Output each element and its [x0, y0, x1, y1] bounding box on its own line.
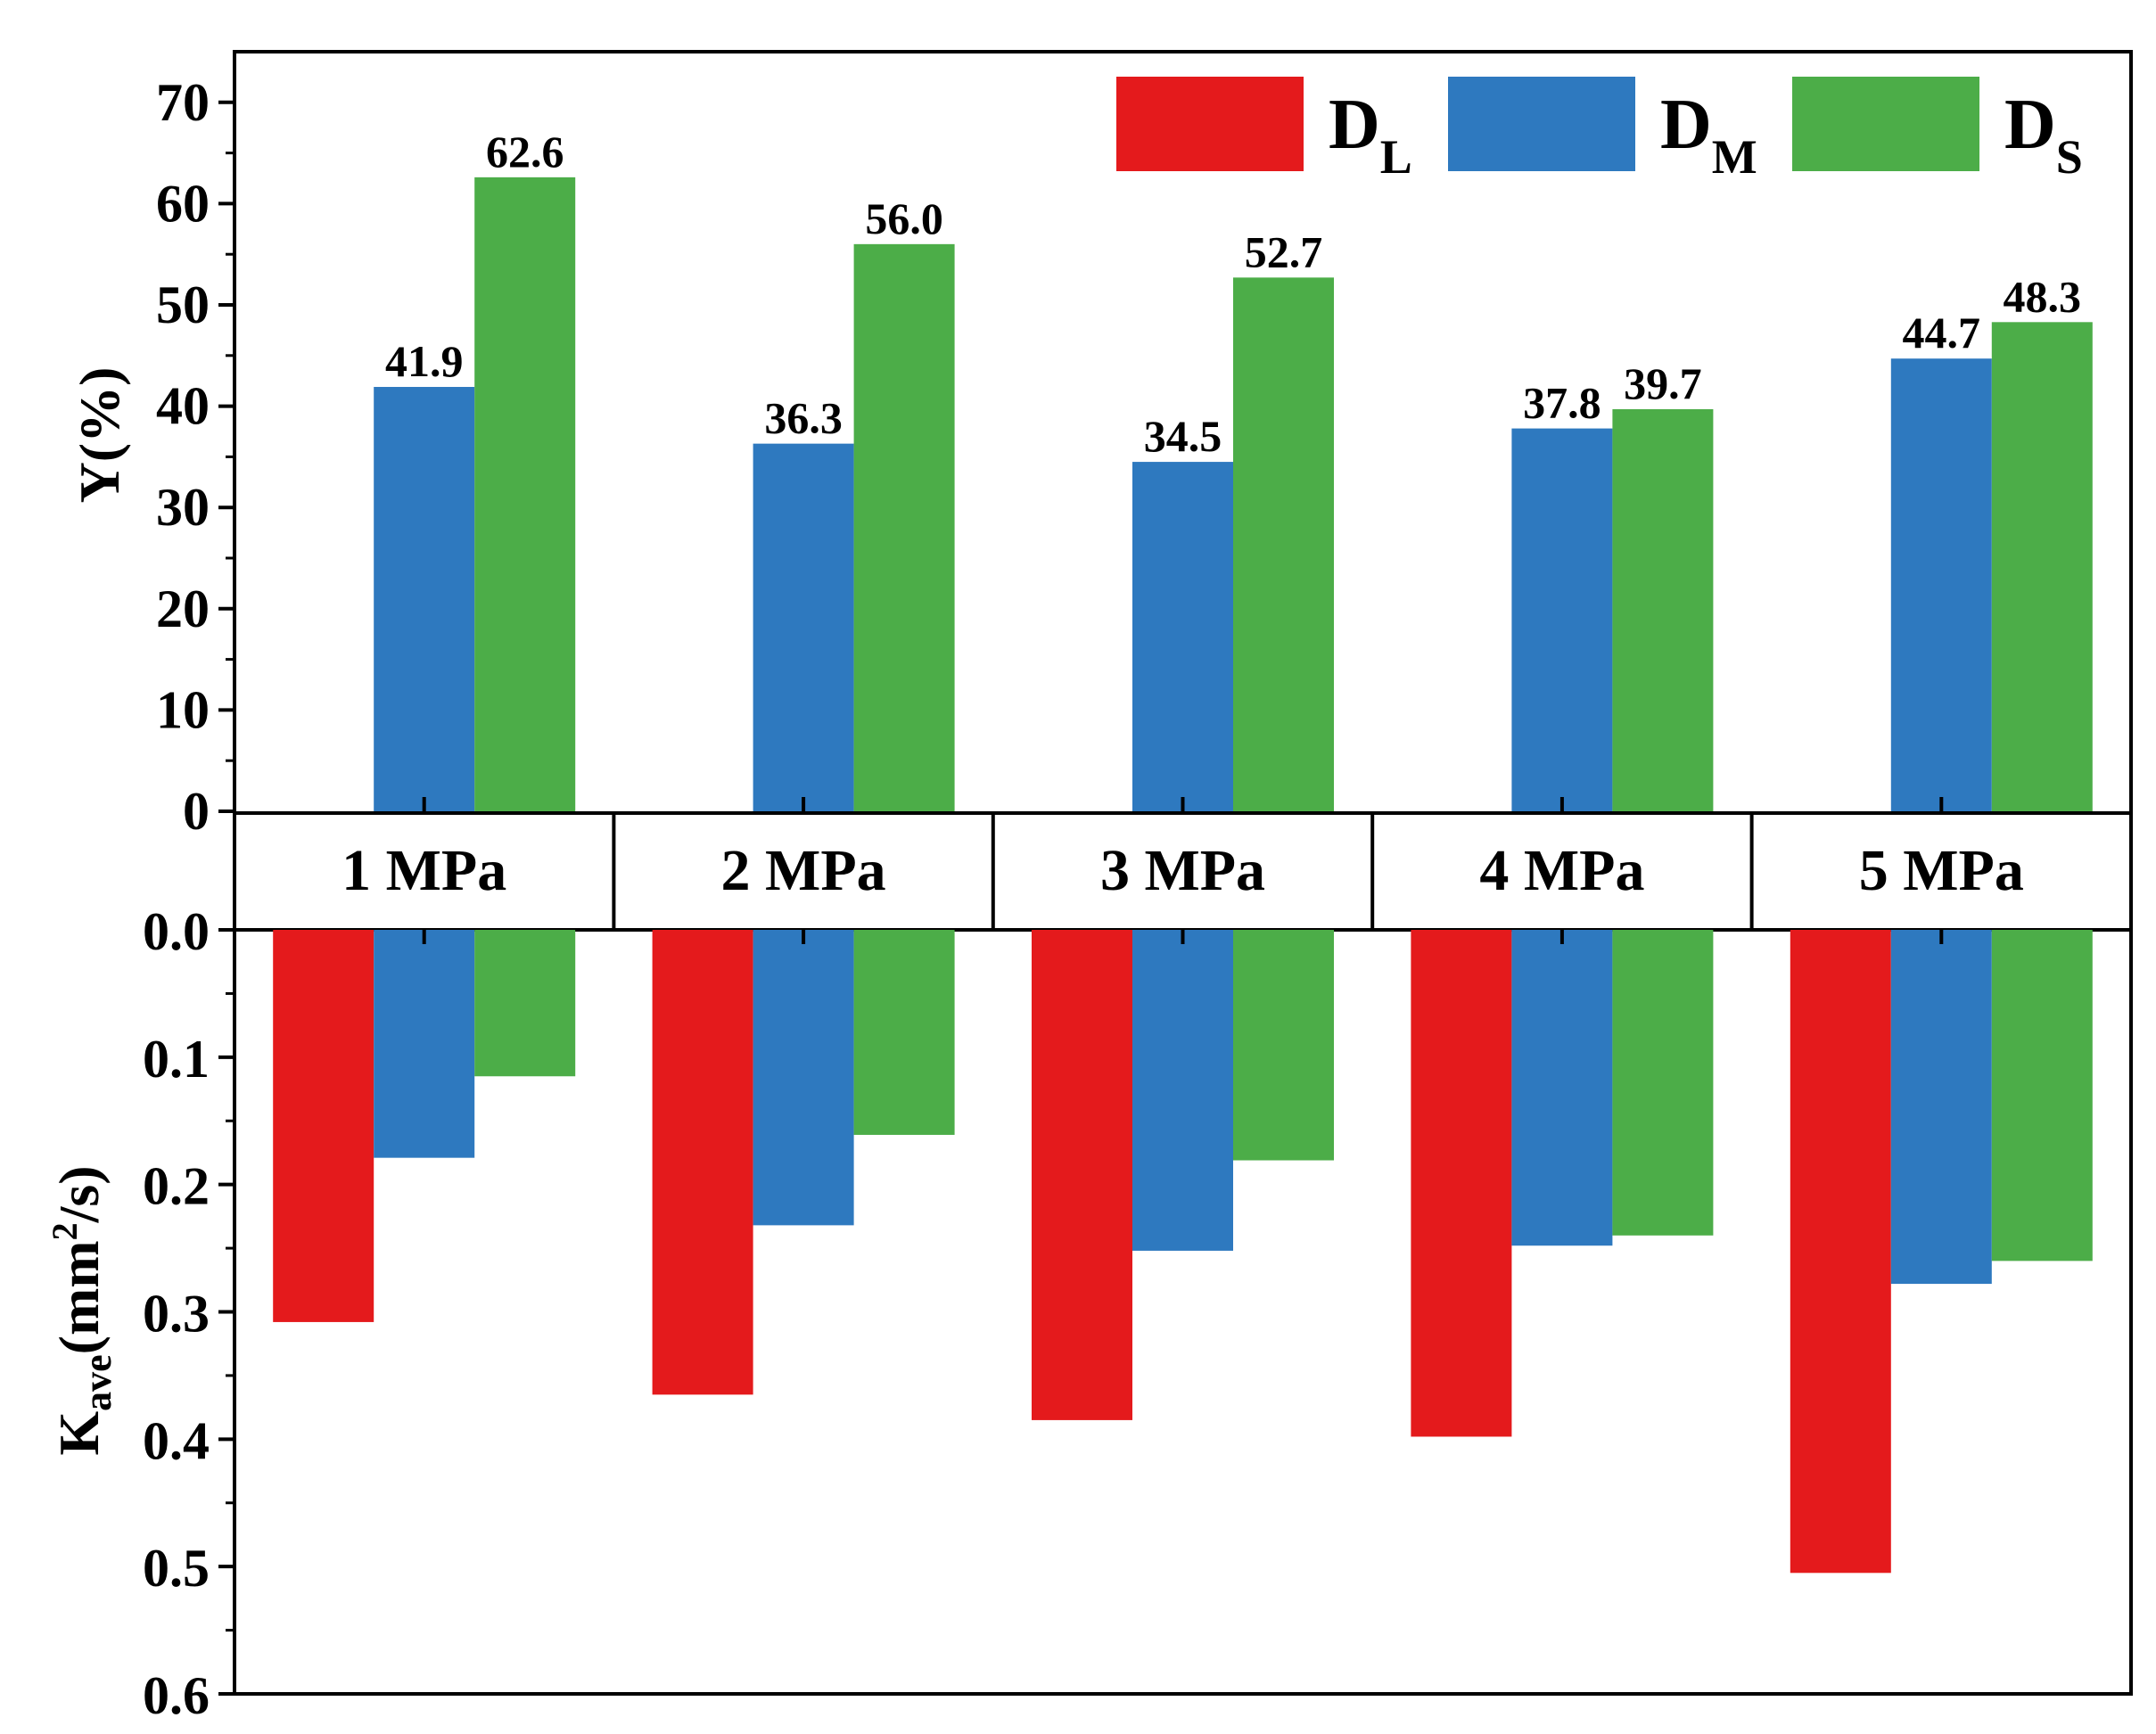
- yield-data-label-d-s-1: 62.6: [486, 127, 564, 177]
- yield-bar-d-s-3: [1233, 277, 1334, 813]
- permeability-y-tick-label-1: 0.1: [143, 1030, 210, 1089]
- legend-label-d-s: DS: [2004, 86, 2083, 184]
- permeability-x-axis-ticks: [422, 930, 1944, 944]
- permeability-bar-d-l-3: [1032, 930, 1132, 1420]
- legend-label-d-l: DL: [1329, 86, 1412, 184]
- yield-data-label-d-m-5: 44.7: [1903, 308, 1981, 357]
- yield-data-label-d-m-3: 34.5: [1144, 411, 1222, 461]
- yield-panel: 41.9 36.3 34.5 37.8 44.7 62.6 56.0 52.7 39.7 48.3…: [68, 50, 2133, 841]
- permeability-y-tick-label-3: 0.3: [143, 1285, 210, 1344]
- yield-bar-d-s-4: [1612, 409, 1714, 813]
- yield-bar-d-s-2: [853, 243, 955, 814]
- yield-y-tick-label-3: 30: [156, 478, 210, 537]
- permeability-bar-d-m-2: [753, 930, 854, 1226]
- legend-swatch-d-m: [1448, 77, 1635, 171]
- yield-y-tick-label-2: 20: [156, 579, 210, 638]
- yield-bar-d-m-2: [753, 443, 854, 813]
- yield-y-axis-title: Y(%): [68, 367, 131, 504]
- permeability-y-axis-title: Kave(mm2/s): [45, 1165, 119, 1455]
- yield-y-tick-label-4: 40: [156, 377, 210, 436]
- legend-label-d-l-subscript: L: [1380, 130, 1412, 184]
- yield-bar-d-m-3: [1132, 462, 1233, 813]
- permeability-bar-d-s-1: [474, 930, 576, 1077]
- legend: DL DM DS: [1116, 77, 2083, 184]
- permeability-y-tick-label-4: 0.4: [143, 1411, 210, 1470]
- yield-data-label-d-s-5: 48.3: [2004, 271, 2082, 321]
- permeability-bars: [273, 930, 2093, 1574]
- permeability-bar-d-s-4: [1612, 930, 1714, 1236]
- legend-swatch-d-s: [1792, 77, 1979, 171]
- yield-y-tick-label-7: 70: [156, 73, 210, 132]
- permeability-y-tick-label-5: 0.5: [143, 1539, 210, 1598]
- legend-label-d-l-main: D: [1329, 86, 1380, 164]
- permeability-bar-d-s-5: [1991, 930, 2093, 1261]
- category-label-4: 4 MPa: [1479, 838, 1644, 903]
- yield-data-label-d-s-2: 56.0: [865, 193, 943, 243]
- category-strip-frame: [233, 811, 2133, 932]
- permeability-bar-d-m-1: [374, 930, 475, 1158]
- permeability-bar-d-m-4: [1511, 930, 1613, 1246]
- permeability-bar-d-l-5: [1790, 930, 1891, 1574]
- yield-bar-d-m-1: [374, 387, 475, 813]
- yield-y-tick-label-1: 10: [156, 680, 210, 739]
- yield-data-label-d-s-3: 52.7: [1245, 226, 1323, 276]
- category-label-3: 3 MPa: [1100, 838, 1265, 903]
- permeability-y-tick-label-0: 0.0: [143, 902, 210, 961]
- legend-label-d-s-subscript: S: [2056, 130, 2083, 184]
- permeability-y-tick-label-6: 0.6: [143, 1666, 210, 1725]
- legend-label-d-m: DM: [1660, 86, 1757, 184]
- permeability-y-axis-subscript: ave: [76, 1354, 119, 1411]
- yield-bars: [374, 177, 2093, 814]
- permeability-bar-d-s-2: [853, 930, 955, 1135]
- yield-bar-d-m-5: [1890, 358, 1992, 813]
- yield-y-tick-label-5: 50: [156, 275, 210, 334]
- legend-label-d-s-main: D: [2004, 86, 2056, 164]
- permeability-bar-d-m-3: [1132, 930, 1233, 1251]
- yield-bar-d-m-4: [1511, 428, 1613, 813]
- yield-y-tick-label-0: 0: [183, 782, 210, 841]
- permeability-bar-d-m-5: [1890, 930, 1992, 1285]
- legend-label-d-m-main: D: [1660, 86, 1712, 164]
- yield-bar-d-s-1: [474, 177, 576, 813]
- permeability-y-tick-label-2: 0.2: [143, 1157, 210, 1216]
- yield-x-axis-ticks: [422, 797, 1944, 813]
- yield-data-labels: 41.9 36.3 34.5 37.8 44.7 62.6 56.0 52.7 39.7 48.3: [385, 127, 2081, 461]
- yield-bar-d-s-5: [1991, 322, 2093, 813]
- yield-data-label-d-m-4: 37.8: [1523, 378, 1601, 428]
- yield-y-tick-label-6: 60: [156, 174, 210, 233]
- permeability-y-axis-ticks: 0.0 0.1 0.2 0.3 0.4 0.5 0.6: [143, 902, 235, 1725]
- legend-label-d-m-subscript: M: [1712, 130, 1757, 184]
- yield-data-label-d-m-1: 41.9: [385, 336, 464, 386]
- legend-swatch-d-l: [1116, 77, 1304, 171]
- permeability-bar-d-s-3: [1233, 930, 1334, 1161]
- category-label-2: 2 MPa: [721, 838, 886, 903]
- permeability-bar-d-l-1: [273, 930, 374, 1322]
- category-strip: 1 MPa 2 MPa 3 MPa 4 MPa 5 MPa: [233, 811, 2133, 932]
- permeability-panel: 0.0 0.1 0.2 0.3 0.4 0.5 0.6 Kave(mm2/s): [45, 902, 2133, 1725]
- permeability-bar-d-l-4: [1411, 930, 1512, 1437]
- category-label-5: 5 MPa: [1859, 838, 2024, 903]
- category-strip-cells: 1 MPa 2 MPa 3 MPa 4 MPa 5 MPa: [342, 813, 2024, 930]
- category-label-1: 1 MPa: [342, 838, 506, 903]
- permeability-y-axis-units-close: /s): [47, 1165, 111, 1223]
- permeability-y-axis-symbol: K: [47, 1411, 111, 1456]
- yield-y-axis-ticks: 0 10 20 30 40 50 60 70: [156, 73, 235, 841]
- permeability-y-axis-units-open: (mm: [47, 1240, 111, 1354]
- yield-data-label-d-m-2: 36.3: [764, 393, 843, 443]
- yield-data-label-d-s-4: 39.7: [1624, 358, 1702, 408]
- permeability-y-axis-superscript: 2: [45, 1222, 85, 1240]
- permeability-bar-d-l-2: [652, 930, 753, 1395]
